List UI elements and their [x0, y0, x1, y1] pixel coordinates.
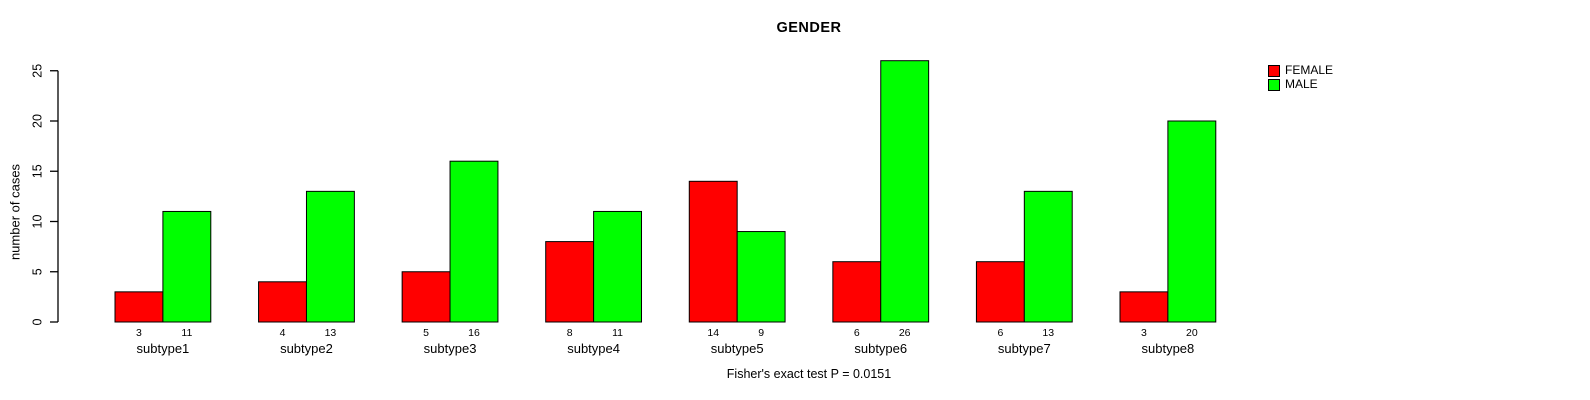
bar-value-label: 5	[423, 327, 429, 339]
legend: FEMALE MALE	[1268, 64, 1333, 91]
category-label: subtype6	[854, 341, 907, 356]
bar-female-subtype6	[832, 261, 882, 323]
bar-value-label: 13	[1042, 327, 1054, 339]
category-label: subtype8	[1142, 341, 1195, 356]
bar-female-subtype5	[688, 180, 738, 323]
bar-value-label: 26	[899, 327, 911, 339]
chart-title: GENDER	[776, 20, 842, 36]
legend-label: MALE	[1285, 77, 1318, 91]
y-axis-tick-label: 5	[30, 268, 44, 275]
bar-value-label: 6	[854, 327, 860, 339]
bar-value-label: 3	[136, 327, 142, 339]
bar-value-label: 11	[612, 327, 623, 339]
bar-female-subtype3	[401, 271, 451, 323]
legend-swatch-male	[1268, 78, 1280, 91]
legend-item-male: MALE	[1268, 78, 1333, 91]
bar-value-label: 16	[468, 327, 480, 339]
y-axis-title: number of cases	[7, 163, 22, 260]
bar-female-subtype2	[258, 281, 307, 323]
bar-male-subtype7	[1023, 190, 1073, 323]
y-axis-tick-label: 25	[30, 64, 44, 78]
bar-male-subtype4	[593, 210, 643, 323]
bar-male-subtype6	[880, 60, 930, 323]
bar-male-subtype2	[305, 190, 355, 323]
bar-value-label: 13	[325, 327, 337, 339]
bar-female-subtype1	[114, 291, 164, 323]
y-axis-tick-label: 15	[30, 164, 44, 178]
category-label: subtype1	[137, 341, 190, 356]
bar-female-subtype8	[1119, 291, 1169, 323]
bar-value-label: 11	[181, 327, 192, 339]
bar-value-label: 14	[707, 327, 719, 339]
y-axis-tick-label: 0	[30, 318, 44, 325]
bar-value-label: 6	[997, 327, 1003, 339]
category-label: subtype3	[424, 341, 477, 356]
bar-value-label: 4	[280, 327, 286, 339]
category-label: subtype7	[998, 341, 1051, 356]
bar-male-subtype3	[449, 160, 499, 323]
legend-label: FEMALE	[1285, 63, 1334, 77]
category-label: subtype2	[280, 341, 333, 356]
legend-item-female: FEMALE	[1268, 64, 1333, 77]
bar-male-subtype5	[736, 231, 786, 323]
y-axis-tick-label: 10	[30, 215, 44, 229]
bar-female-subtype4	[545, 241, 595, 323]
y-axis-tick-label: 20	[30, 114, 44, 128]
category-label: subtype4	[567, 341, 620, 356]
bar-value-label: 3	[1141, 327, 1147, 339]
bar-value-label: 9	[758, 327, 764, 339]
category-label: subtype5	[711, 341, 764, 356]
bar-female-subtype7	[975, 261, 1025, 323]
stat-annotation: Fisher's exact test P = 0.0151	[726, 367, 892, 381]
bar-male-subtype8	[1167, 120, 1217, 323]
bar-value-label: 20	[1186, 327, 1198, 339]
bar-value-label: 8	[567, 327, 573, 339]
legend-swatch-female	[1268, 64, 1280, 77]
bar-male-subtype1	[162, 210, 212, 323]
